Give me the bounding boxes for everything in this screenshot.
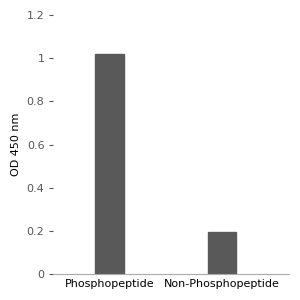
- Y-axis label: OD 450 nm: OD 450 nm: [11, 113, 21, 176]
- Bar: [95, 54, 124, 274]
- Bar: [208, 232, 236, 274]
